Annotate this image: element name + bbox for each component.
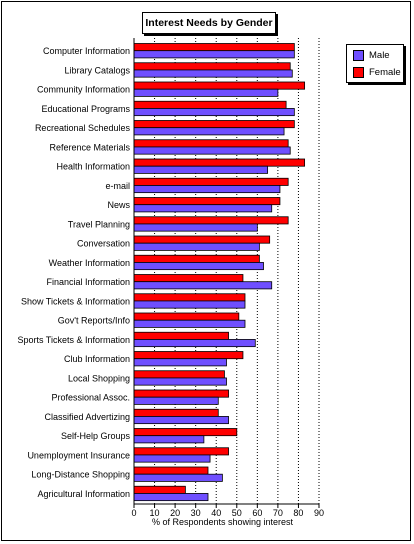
legend-item-male: Male bbox=[353, 50, 390, 61]
bar-male bbox=[133, 281, 273, 290]
bar-male bbox=[133, 242, 260, 251]
category-label: Weather Information bbox=[49, 258, 130, 268]
bar-male bbox=[133, 88, 279, 97]
legend-label-female: Female bbox=[369, 67, 401, 78]
category-label: Professional Assoc. bbox=[51, 393, 130, 403]
bar-female bbox=[133, 293, 246, 302]
x-tick-label: 50 bbox=[232, 508, 242, 518]
x-axis-title: % of Respondents showing interest bbox=[152, 517, 294, 527]
bar-male bbox=[133, 493, 209, 502]
legend-swatch-male bbox=[353, 50, 364, 61]
category-label: Show Tickets & Information bbox=[21, 296, 130, 306]
bar-female bbox=[133, 62, 291, 71]
category-label: Conversation bbox=[77, 239, 130, 249]
bar-male bbox=[133, 108, 295, 117]
x-tick-label: 90 bbox=[314, 508, 324, 518]
x-tick-label: 40 bbox=[211, 508, 221, 518]
bar-female bbox=[133, 312, 240, 321]
legend-swatch-female bbox=[353, 67, 364, 78]
bar-female bbox=[133, 351, 244, 360]
bar-female bbox=[133, 216, 289, 225]
bar-male bbox=[133, 396, 219, 405]
x-tick-label: 60 bbox=[252, 508, 262, 518]
bar-female bbox=[133, 370, 225, 379]
category-label: Agricultural Information bbox=[37, 489, 130, 499]
category-label: Gov't Reports/Info bbox=[58, 316, 130, 326]
bar-male bbox=[133, 358, 227, 367]
bar-male bbox=[133, 223, 258, 232]
bar-female bbox=[133, 254, 260, 263]
category-label: Computer Information bbox=[43, 46, 130, 56]
category-label: Travel Planning bbox=[68, 219, 130, 229]
bar-female bbox=[133, 158, 306, 167]
category-label: News bbox=[107, 200, 130, 210]
bar-female bbox=[133, 274, 244, 283]
bar-male bbox=[133, 435, 205, 444]
category-label: Club Information bbox=[64, 354, 130, 364]
bar-female bbox=[133, 81, 306, 90]
category-label: Health Information bbox=[56, 162, 130, 172]
bar-male bbox=[133, 377, 227, 386]
bar-female bbox=[133, 408, 219, 417]
bar-female bbox=[133, 177, 289, 186]
bar-male bbox=[133, 300, 246, 309]
category-label: Classified Advertizing bbox=[44, 412, 130, 422]
category-label: Sports Tickets & Information bbox=[17, 335, 130, 345]
bar-female bbox=[133, 43, 295, 52]
bar-male bbox=[133, 339, 256, 348]
bar-male bbox=[133, 319, 246, 328]
bar-male bbox=[133, 146, 291, 155]
bar-female bbox=[133, 120, 295, 129]
bar-male bbox=[133, 473, 223, 482]
x-tick-label: 30 bbox=[191, 508, 201, 518]
bar-female bbox=[133, 197, 281, 206]
legend-label-male: Male bbox=[369, 50, 390, 61]
bar-male bbox=[133, 262, 264, 271]
category-label: Financial Information bbox=[46, 277, 130, 287]
x-tick-label: 20 bbox=[170, 508, 180, 518]
category-label: Community Information bbox=[37, 85, 130, 95]
bar-male bbox=[133, 416, 229, 425]
bar-male bbox=[133, 454, 211, 463]
category-label: Educational Programs bbox=[41, 104, 130, 114]
bar-female bbox=[133, 466, 209, 475]
category-label: Self-Help Groups bbox=[61, 431, 131, 441]
bar-male bbox=[133, 69, 293, 78]
bar-female bbox=[133, 428, 238, 437]
category-label: Recreational Schedules bbox=[35, 123, 131, 133]
category-label: Reference Materials bbox=[49, 142, 130, 152]
bar-male bbox=[133, 165, 269, 174]
category-label: Unemployment Insurance bbox=[27, 450, 130, 460]
category-label: e-mail bbox=[105, 181, 130, 191]
bar-female bbox=[133, 139, 289, 148]
bar-female bbox=[133, 389, 229, 398]
bar-female bbox=[133, 447, 229, 456]
category-label: Library Catalogs bbox=[64, 65, 130, 75]
bar-male bbox=[133, 204, 273, 213]
category-label: Local Shopping bbox=[68, 373, 130, 383]
x-tick-label: 0 bbox=[131, 508, 136, 518]
bar-female bbox=[133, 235, 271, 244]
category-label: Long-Distance Shopping bbox=[31, 470, 130, 480]
chart-title: Interest Needs by Gender bbox=[142, 12, 276, 34]
bar-male bbox=[133, 127, 285, 136]
x-tick-label: 70 bbox=[273, 508, 283, 518]
legend-item-female: Female bbox=[353, 67, 401, 78]
bar-male bbox=[133, 50, 295, 59]
x-tick-label: 10 bbox=[150, 508, 160, 518]
bar-female bbox=[133, 485, 186, 494]
bar-female bbox=[133, 100, 287, 109]
bar-female bbox=[133, 331, 229, 340]
bar-male bbox=[133, 185, 281, 194]
x-tick-label: 80 bbox=[293, 508, 303, 518]
legend: Male Female bbox=[346, 44, 404, 83]
